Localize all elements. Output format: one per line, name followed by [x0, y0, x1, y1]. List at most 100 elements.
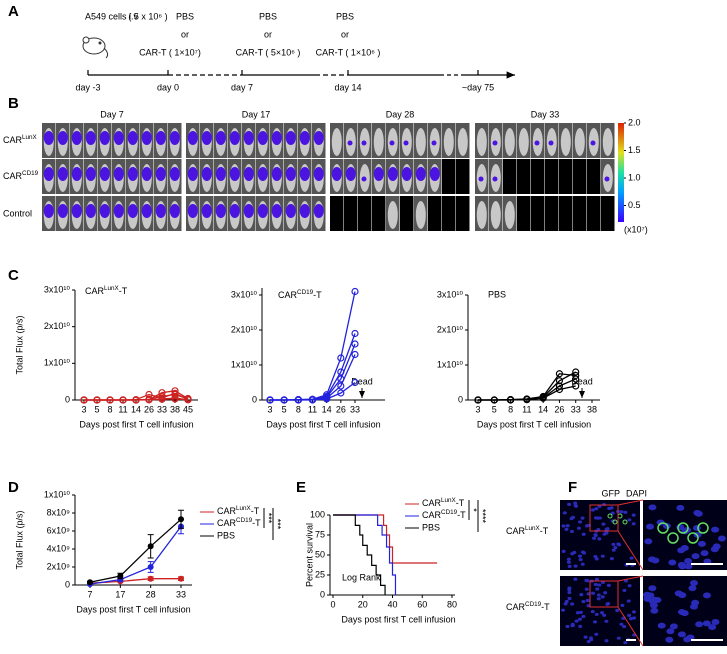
- data-point: [337, 354, 345, 362]
- nucleus: [592, 536, 597, 540]
- y-axis-label: Percent survival: [304, 523, 314, 587]
- signal: [313, 204, 324, 218]
- nucleus: [632, 610, 637, 614]
- signal: [229, 204, 240, 218]
- nucleus: [590, 610, 595, 614]
- signal: [155, 167, 166, 181]
- nucleus: [561, 608, 566, 612]
- day-label: day 14: [334, 82, 361, 92]
- signal: [201, 204, 212, 218]
- chart-title-sup: CD19: [297, 289, 314, 296]
- signal: [271, 167, 282, 181]
- nucleus: [646, 523, 655, 530]
- series-line: [478, 385, 576, 401]
- annotation: Dead: [351, 376, 373, 386]
- data-point: [572, 375, 580, 383]
- data-point: [555, 370, 564, 378]
- nucleus: [656, 519, 665, 526]
- nucleus: [580, 562, 585, 566]
- data-point: [474, 396, 482, 404]
- nucleus: [650, 607, 659, 614]
- signal: [201, 131, 212, 145]
- x-tick-label: 3: [267, 404, 272, 414]
- nucleus: [581, 532, 586, 536]
- y-tick-label: 1x10¹⁰: [231, 359, 258, 369]
- nucleus: [627, 518, 632, 522]
- data-point: [539, 394, 547, 402]
- data-point: [337, 382, 345, 390]
- nucleus: [710, 546, 719, 553]
- nucleus: [684, 563, 693, 570]
- x-tick-label: 38: [587, 404, 597, 414]
- mouse-image: [428, 196, 442, 231]
- signal: [85, 204, 96, 218]
- nucleus: [578, 610, 583, 615]
- data-point: [351, 340, 359, 348]
- nucleus: [564, 527, 569, 531]
- chart-title-tail: -T: [313, 290, 322, 300]
- panel-label: B: [8, 95, 19, 112]
- nucleus: [692, 525, 701, 532]
- signal: [313, 131, 324, 145]
- data-point: [572, 382, 580, 390]
- mouse-body: [331, 128, 342, 156]
- nucleus: [622, 624, 627, 629]
- panel-label: D: [8, 479, 19, 496]
- mouse-image: [517, 196, 531, 231]
- nucleus: [593, 582, 598, 587]
- data-point: [337, 389, 345, 397]
- series-line: [270, 354, 356, 401]
- mouse-body: [415, 128, 426, 156]
- signal: [548, 140, 554, 146]
- significance-label: *: [469, 508, 479, 512]
- significance-label: ****: [478, 509, 488, 524]
- stain-gfp: GFP: [601, 488, 620, 498]
- nucleus: [567, 590, 572, 595]
- signal: [43, 167, 54, 181]
- signal: [271, 204, 282, 218]
- nucleus: [702, 592, 711, 599]
- mouse-image: [587, 159, 601, 194]
- signal: [141, 131, 152, 145]
- gfp-cell: [677, 522, 689, 534]
- signal: [243, 131, 254, 145]
- signal: [271, 131, 282, 145]
- nucleus: [695, 621, 704, 628]
- signal: [361, 140, 367, 146]
- dose-text: ( 5 x 10⁶ ): [128, 11, 167, 21]
- data-point: [308, 396, 317, 404]
- nucleus: [677, 609, 686, 616]
- micrograph: [560, 500, 640, 570]
- data-point: [171, 395, 179, 403]
- mouse-image: [545, 196, 559, 231]
- nucleus: [588, 636, 593, 640]
- legend-label: CARCD19-T: [217, 517, 261, 529]
- series-line: [89, 518, 182, 583]
- signal: [155, 131, 166, 145]
- x-tick-label: 33: [157, 404, 167, 414]
- x-tick-label: 14: [322, 404, 332, 414]
- y-tick-label: 0: [65, 579, 70, 589]
- x-tick-label: 38: [170, 404, 180, 414]
- data-point: [323, 395, 331, 403]
- imaging-day: Day 7: [100, 109, 124, 119]
- nucleus: [689, 603, 698, 610]
- mouse-body: [574, 128, 585, 156]
- x-tick-label: 5: [282, 404, 287, 414]
- nucleus: [668, 559, 677, 566]
- mouse-body: [518, 128, 529, 156]
- nucleus: [578, 624, 583, 628]
- micrograph: [560, 576, 640, 646]
- nucleus: [585, 598, 590, 603]
- row-label-base: CAR: [506, 526, 526, 536]
- data-point: [184, 396, 192, 404]
- y-tick-label: 75: [315, 529, 325, 539]
- data-point: [294, 396, 302, 404]
- row-label-base: CAR: [3, 135, 23, 145]
- signal: [229, 167, 240, 181]
- nucleus: [596, 593, 601, 597]
- nucleus: [570, 602, 575, 606]
- y-tick-label: 25: [315, 569, 325, 579]
- row-label: CARCD19-T: [506, 601, 550, 613]
